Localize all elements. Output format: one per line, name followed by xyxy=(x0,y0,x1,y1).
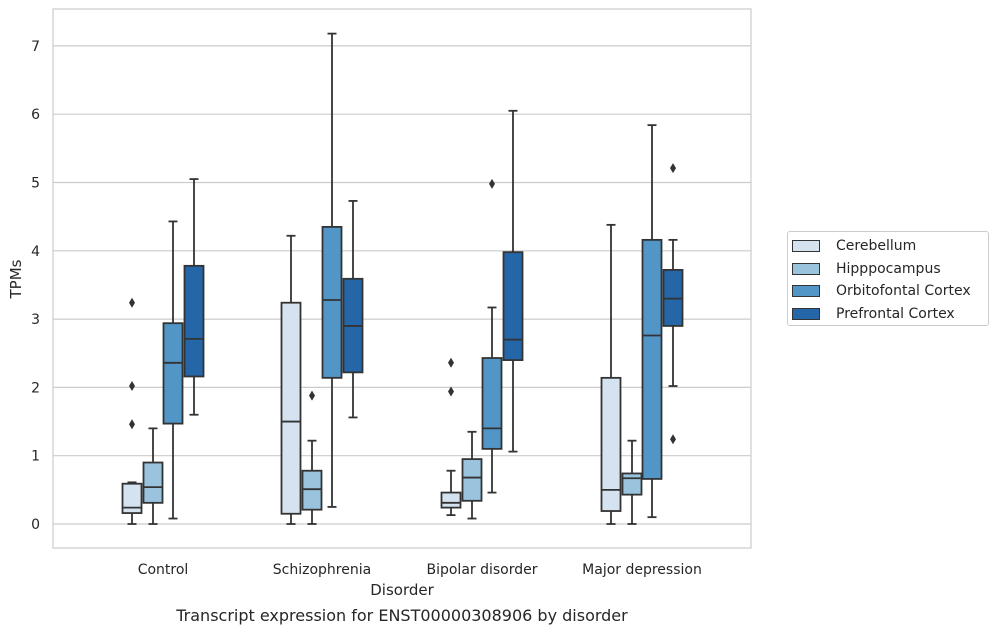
y-tick-label: 2 xyxy=(31,380,40,396)
legend-swatch xyxy=(792,307,820,320)
legend-item-prefrontal-cortex: Prefrontal Cortex xyxy=(792,303,988,326)
outlier-marker xyxy=(129,381,135,392)
y-tick-labels: 0 1 2 3 4 5 6 7 xyxy=(31,39,40,533)
box xyxy=(142,461,164,504)
box-group xyxy=(301,390,323,525)
outlier-marker xyxy=(670,163,676,174)
box-group xyxy=(481,178,503,494)
legend-label: Hipppocampus xyxy=(836,260,941,277)
y-tick-label: 5 xyxy=(31,176,40,192)
box xyxy=(502,251,524,361)
box-series xyxy=(121,32,684,525)
x-axis-label: Disorder xyxy=(370,581,434,599)
y-tick-label: 7 xyxy=(31,39,40,55)
chart-caption: Transcript expression for ENST0000030890… xyxy=(176,606,628,625)
box-group xyxy=(162,220,184,520)
y-tick-label: 6 xyxy=(31,107,40,123)
outlier-marker xyxy=(448,357,454,368)
box xyxy=(121,482,143,514)
box-group xyxy=(321,32,343,508)
legend-label: Prefrontal Cortex xyxy=(836,305,955,322)
legend-label: Cerebellum xyxy=(836,238,917,255)
box-group xyxy=(121,297,143,525)
legend-item-hippocampus: Hipppocampus xyxy=(792,258,988,281)
box xyxy=(600,376,622,512)
box xyxy=(162,322,184,425)
y-tick-label: 3 xyxy=(31,312,40,328)
plot-area xyxy=(52,8,752,549)
box-group xyxy=(342,200,364,419)
y-tick-label: 1 xyxy=(31,449,40,465)
box-group xyxy=(662,163,684,445)
outlier-marker xyxy=(489,178,495,189)
legend: Cerebellum Hipppocampus Orbitofontal Cor… xyxy=(787,231,989,326)
legend-swatch xyxy=(792,285,820,298)
outlier-marker xyxy=(448,386,454,397)
box xyxy=(280,301,302,515)
x-tick-label: Schizophrenia xyxy=(273,562,371,578)
x-tick-label: Major depression xyxy=(582,562,702,578)
box-group xyxy=(440,357,462,517)
y-tick-label: 0 xyxy=(31,517,40,533)
box xyxy=(321,225,343,379)
box-group xyxy=(641,124,663,519)
box-group xyxy=(461,430,483,520)
outlier-marker xyxy=(670,434,676,445)
legend-label: Orbitofontal Cortex xyxy=(836,283,971,300)
box xyxy=(621,472,643,496)
box xyxy=(481,357,503,450)
legend-swatch xyxy=(792,240,820,253)
outlier-marker xyxy=(129,419,135,430)
box xyxy=(183,264,205,378)
box xyxy=(461,458,483,502)
box xyxy=(641,238,663,480)
y-axis-label: TPMs xyxy=(7,259,25,299)
box xyxy=(301,469,323,511)
box-group xyxy=(600,223,622,525)
box-group xyxy=(142,427,164,525)
y-tick-label: 4 xyxy=(31,244,40,260)
x-tick-label: Bipolar disorder xyxy=(426,562,537,578)
outlier-marker xyxy=(129,297,135,308)
legend-item-orbitofrontal-cortex: Orbitofontal Cortex xyxy=(792,280,988,303)
box-group xyxy=(280,234,302,525)
x-tick-labels: Control Schizophrenia Bipolar disorder Majo… xyxy=(138,562,702,578)
x-tick-label: Control xyxy=(138,562,189,578)
box-group xyxy=(502,109,524,453)
box xyxy=(440,491,462,509)
legend-item-cerebellum: Cerebellum xyxy=(792,235,988,258)
box-group xyxy=(183,178,205,416)
box-group xyxy=(621,439,643,525)
outlier-marker xyxy=(309,390,315,401)
legend-swatch xyxy=(792,262,820,275)
